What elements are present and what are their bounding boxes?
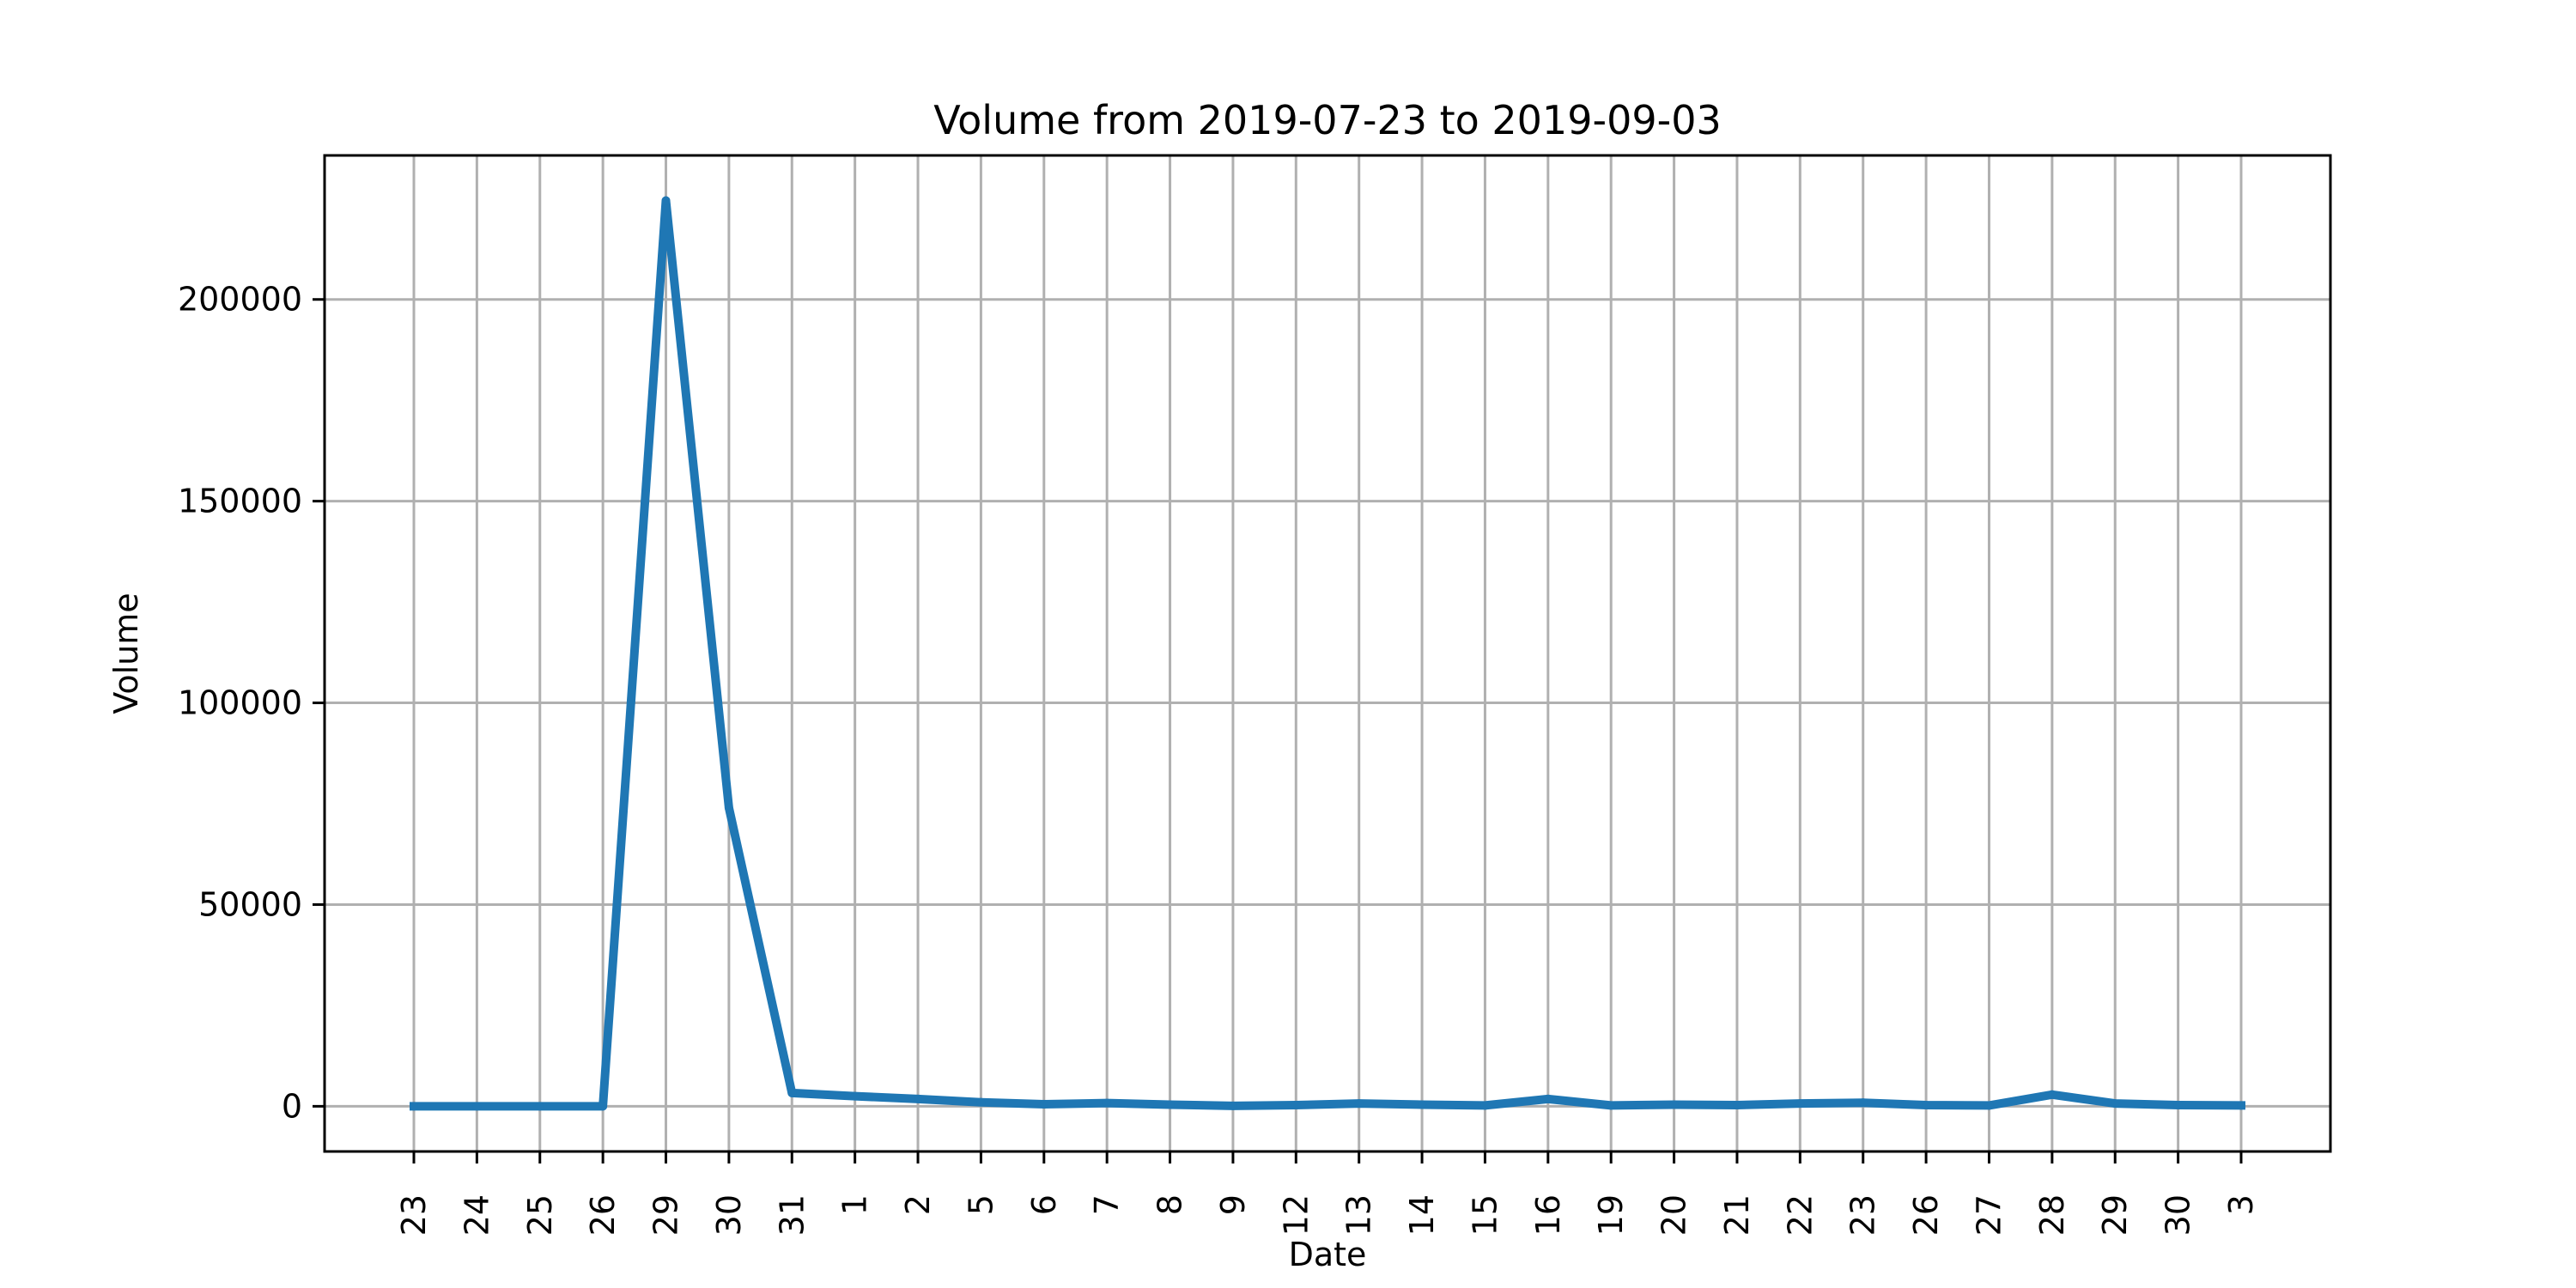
x-tick-label: 25 [521,1194,559,1236]
y-tick-label: 0 [282,1087,302,1125]
data-point [2111,1099,2120,1109]
x-tick-label: 19 [1592,1194,1630,1236]
data-point [1165,1100,1175,1109]
data-point [1607,1101,1616,1110]
data-point [1922,1100,1931,1109]
data-point [410,1102,418,1111]
data-point [1354,1099,1364,1109]
x-tick-label: 29 [2096,1194,2134,1236]
x-tick-label: 30 [710,1194,748,1236]
data-point [1103,1098,1112,1108]
series-layer [410,196,2246,1111]
x-tick-label: 13 [1340,1194,1378,1236]
x-tick-label: 29 [647,1194,685,1236]
tick-layer: 23 24 25 26 29 30 31 1 2 5 6 7 8 9 12 13 14 15 16 19 20 21 22 2… [178,281,2260,1236]
x-tick-label: 14 [1403,1194,1441,1236]
y-axis-label: Volume [107,592,145,714]
data-point [1984,1101,1994,1110]
x-tick-label: 7 [1088,1194,1126,1215]
data-point [914,1094,923,1103]
x-tick-label: 6 [1025,1194,1063,1215]
data-point [1732,1100,1741,1109]
series-line [410,196,2246,1111]
data-point [850,1091,860,1101]
x-tick-label: 31 [773,1194,811,1236]
x-tick-label: 26 [584,1194,622,1236]
data-point [787,1088,797,1097]
x-tick-label: 26 [1907,1194,1945,1236]
data-point [661,196,671,205]
x-tick-label: 9 [1214,1194,1252,1215]
data-point [1669,1100,1679,1109]
x-tick-label: 21 [1718,1194,1756,1236]
y-tick-label: 150000 [178,483,302,520]
data-point [1418,1100,1427,1109]
x-tick-label: 1 [836,1194,874,1215]
x-tick-label: 3 [2222,1194,2260,1215]
data-point [1039,1100,1048,1109]
data-point [598,1102,608,1111]
data-point [472,1102,482,1111]
y-tick-label: 200000 [178,281,302,319]
x-axis-label: Date [1289,1236,1367,1273]
data-point [2173,1100,2183,1109]
y-tick-label: 50000 [198,885,302,923]
x-tick-label: 23 [1844,1194,1882,1236]
x-tick-label: 8 [1151,1194,1189,1215]
data-point [1795,1099,1805,1109]
x-tick-label: 28 [2033,1194,2071,1236]
data-point [535,1102,544,1111]
plot-frame [323,154,2332,1153]
x-tick-label: 30 [2160,1194,2197,1236]
data-point [1228,1101,1237,1110]
data-point [1858,1098,1868,1108]
data-point [1291,1100,1301,1109]
data-point [2237,1101,2245,1110]
x-tick-label: 22 [1781,1194,1819,1236]
chart-title: Volume from 2019-07-23 to 2019-09-03 [933,97,1721,143]
x-tick-label: 12 [1277,1194,1315,1236]
data-point [1543,1094,1552,1103]
data-point [1480,1101,1490,1110]
x-tick-label: 15 [1466,1194,1504,1236]
x-tick-label: 24 [458,1194,495,1236]
x-tick-label: 20 [1656,1194,1693,1236]
data-point [724,803,733,812]
x-tick-label: 2 [899,1194,937,1215]
x-tick-label: 23 [395,1194,433,1236]
data-point [976,1097,986,1107]
x-tick-label: 27 [1970,1194,2008,1236]
y-tick-label: 100000 [178,684,302,722]
data-point [2047,1090,2057,1099]
x-tick-label: 5 [962,1194,999,1215]
x-tick-label: 16 [1529,1194,1567,1236]
